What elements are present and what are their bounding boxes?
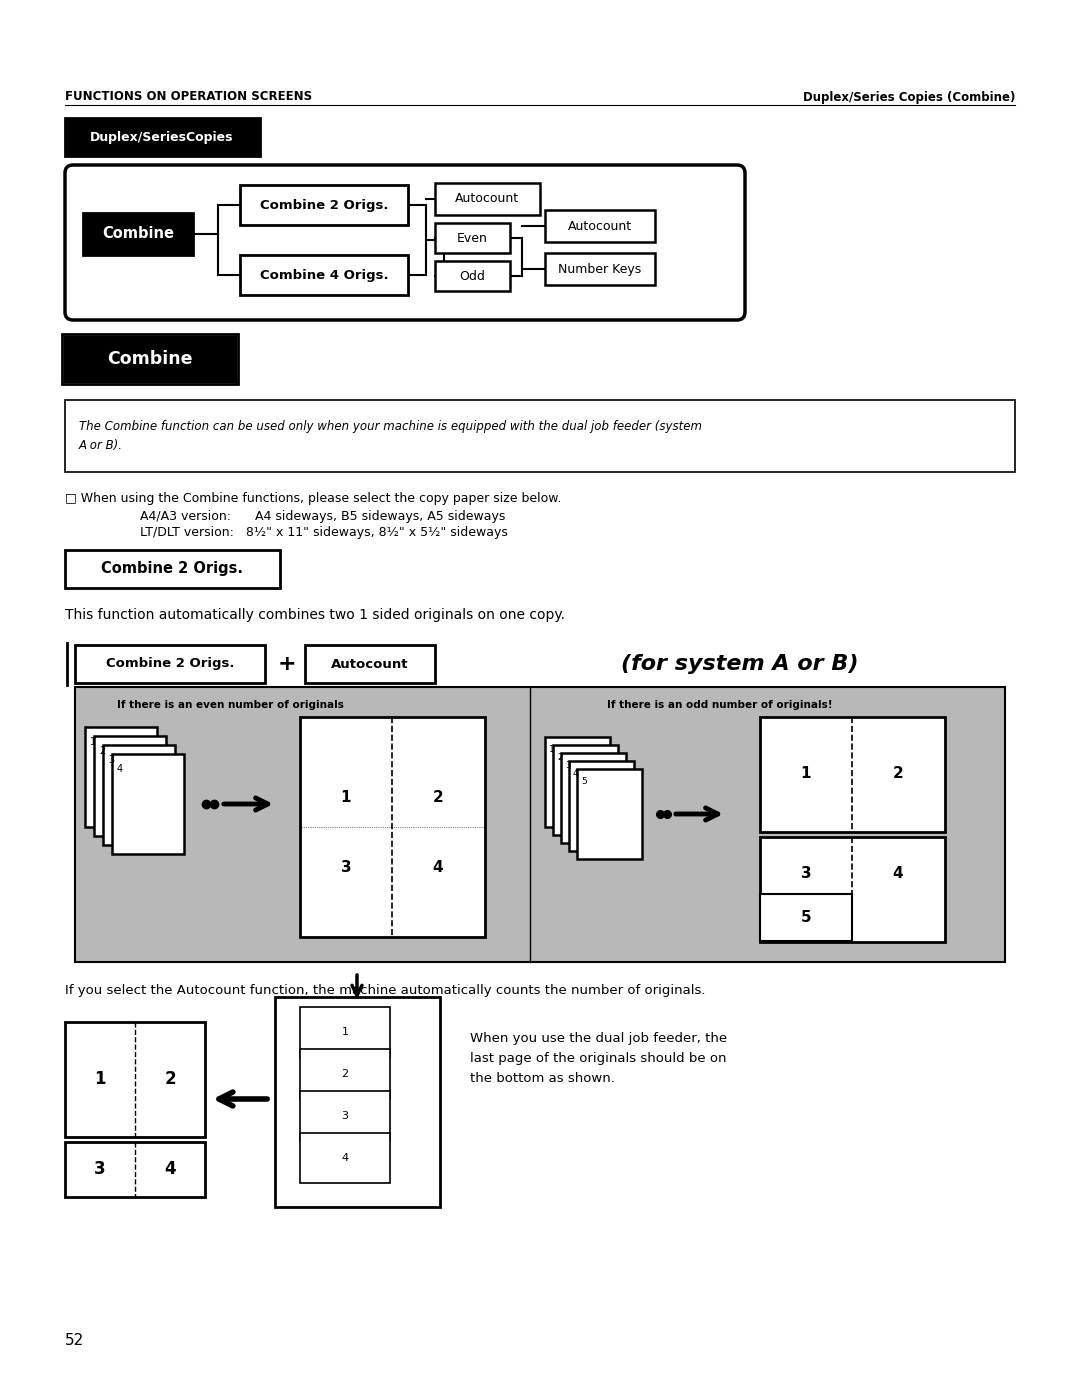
Bar xyxy=(305,645,435,683)
Bar xyxy=(300,1133,390,1183)
Bar xyxy=(83,213,193,255)
Text: Combine 2 Origs.: Combine 2 Origs. xyxy=(106,657,234,670)
Text: If you select the Autocount function, the machine automatically counts the numbe: If you select the Autocount function, th… xyxy=(65,983,705,997)
Bar xyxy=(545,210,654,242)
Text: 5: 5 xyxy=(581,777,586,786)
Text: Autocount: Autocount xyxy=(332,657,408,670)
Bar xyxy=(569,761,634,851)
Text: 3: 3 xyxy=(94,1160,106,1178)
Bar xyxy=(65,1022,205,1137)
Text: Combine: Combine xyxy=(102,227,174,241)
Text: 2: 2 xyxy=(433,790,444,805)
Bar xyxy=(240,255,408,295)
Text: Odd: Odd xyxy=(459,269,485,283)
Bar xyxy=(240,185,408,226)
Text: Combine 4 Origs.: Combine 4 Origs. xyxy=(259,269,389,281)
Text: LT/DLT version:   8½" x 11" sideways, 8½" x 5½" sideways: LT/DLT version: 8½" x 11" sideways, 8½" … xyxy=(140,527,508,539)
Text: A4/A3 version:      A4 sideways, B5 sideways, A5 sideways: A4/A3 version: A4 sideways, B5 sideways,… xyxy=(140,510,505,522)
Bar xyxy=(435,260,510,291)
Bar xyxy=(65,550,280,588)
Bar xyxy=(62,334,238,384)
Bar xyxy=(65,400,1015,472)
Text: 3: 3 xyxy=(565,761,570,770)
Text: 2: 2 xyxy=(893,766,903,781)
Text: 4: 4 xyxy=(164,1160,176,1178)
Text: Combine: Combine xyxy=(107,350,192,368)
Text: Duplex/Series Copies (Combine): Duplex/Series Copies (Combine) xyxy=(802,91,1015,103)
Bar xyxy=(300,1091,390,1141)
Text: 2: 2 xyxy=(557,754,563,762)
Text: 4: 4 xyxy=(893,866,903,882)
Bar xyxy=(300,717,485,937)
Text: □ When using the Combine functions, please select the copy paper size below.: □ When using the Combine functions, plea… xyxy=(65,492,562,506)
Text: 1: 1 xyxy=(341,790,351,805)
Bar xyxy=(760,717,945,832)
Bar xyxy=(94,736,166,836)
Text: Autocount: Autocount xyxy=(568,220,632,233)
Text: If there is an even number of originals: If there is an even number of originals xyxy=(117,701,343,710)
Bar xyxy=(300,1007,390,1057)
Text: Even: Even xyxy=(457,231,487,245)
Text: The Combine function can be used only when your machine is equipped with the dua: The Combine function can be used only wh… xyxy=(79,421,702,451)
Bar xyxy=(545,737,610,827)
Text: Autocount: Autocount xyxy=(455,192,519,206)
Text: 1: 1 xyxy=(90,737,96,747)
Bar xyxy=(85,727,157,827)
Text: Duplex/SeriesCopies: Duplex/SeriesCopies xyxy=(91,131,233,143)
Text: 1: 1 xyxy=(341,1027,349,1036)
Bar xyxy=(112,754,184,854)
Text: 1: 1 xyxy=(94,1070,106,1088)
Text: Number Keys: Number Keys xyxy=(558,262,642,276)
Text: 4: 4 xyxy=(117,763,123,775)
Text: Combine 2 Origs.: Combine 2 Origs. xyxy=(102,561,243,577)
Bar xyxy=(760,894,852,942)
Text: 2: 2 xyxy=(99,747,105,756)
Text: 2: 2 xyxy=(164,1070,176,1088)
Bar xyxy=(577,769,642,859)
Text: +: + xyxy=(278,653,296,674)
Bar xyxy=(75,645,265,683)
Bar xyxy=(275,997,440,1206)
Bar xyxy=(760,837,945,942)
Text: 5: 5 xyxy=(800,911,811,925)
Bar xyxy=(435,182,540,215)
FancyBboxPatch shape xyxy=(65,164,745,320)
Text: 1: 1 xyxy=(800,766,811,781)
Bar xyxy=(75,687,1005,963)
Text: When you use the dual job feeder, the
last page of the originals should be on
th: When you use the dual job feeder, the la… xyxy=(470,1032,727,1085)
Text: (for system A or B): (for system A or B) xyxy=(621,653,859,674)
Text: 52: 52 xyxy=(65,1333,84,1348)
Text: Combine 2 Origs.: Combine 2 Origs. xyxy=(260,198,388,212)
Text: 3: 3 xyxy=(108,755,114,765)
Text: FUNCTIONS ON OPERATION SCREENS: FUNCTIONS ON OPERATION SCREENS xyxy=(65,91,312,103)
Text: If there is an odd number of originals!: If there is an odd number of originals! xyxy=(607,701,833,710)
Bar xyxy=(65,337,235,382)
Text: 4: 4 xyxy=(573,769,579,779)
Bar xyxy=(561,754,626,843)
Bar xyxy=(553,745,618,834)
Text: 3: 3 xyxy=(800,866,811,882)
Text: 2: 2 xyxy=(341,1068,349,1080)
Bar xyxy=(300,1049,390,1099)
Text: 3: 3 xyxy=(340,859,351,875)
Bar xyxy=(435,223,510,254)
Text: 3: 3 xyxy=(341,1112,349,1121)
Bar xyxy=(65,1142,205,1197)
Text: This function automatically combines two 1 sided originals on one copy.: This function automatically combines two… xyxy=(65,607,565,623)
Text: 4: 4 xyxy=(433,859,443,875)
Text: 1: 1 xyxy=(549,745,555,754)
Bar xyxy=(545,254,654,286)
Bar xyxy=(103,745,175,846)
Text: 4: 4 xyxy=(341,1153,349,1163)
Bar xyxy=(65,118,260,156)
